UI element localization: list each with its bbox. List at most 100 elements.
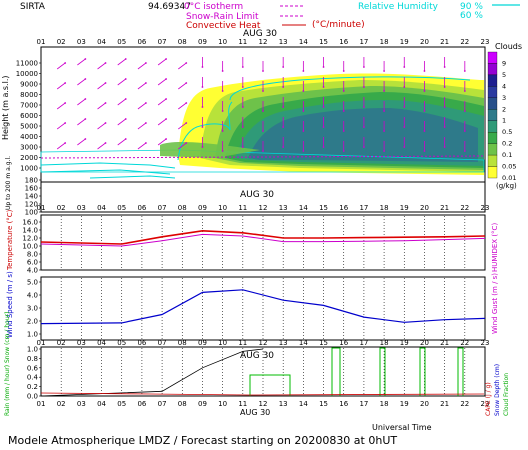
cloud-y-ticks: 11000 10000 9000 8000 7000 6000 5000 4000 3000 20… <box>16 60 41 173</box>
wind-arrow-head <box>322 86 325 88</box>
wind-arrow-head <box>443 106 446 108</box>
wind-arrow <box>117 98 126 106</box>
wind-arrow-head <box>302 130 305 132</box>
wind-arrow-head <box>165 58 167 60</box>
low-level-panel: AUG 30 <box>40 181 486 213</box>
wind-arrow-head <box>262 90 264 92</box>
wind-arrow-head <box>423 150 426 152</box>
temp-y-tick-label: 16.0 <box>22 219 38 227</box>
date-label-rain: AUG 30 <box>240 351 274 361</box>
date-label-top: AUG 30 <box>243 29 277 39</box>
mid-hour-label-05: 05 <box>117 204 126 212</box>
rh-60-label: 60 % <box>460 11 483 21</box>
wind-arrow-head <box>423 110 426 112</box>
wind-hour-label-07: 07 <box>158 339 167 347</box>
wind-arrow-head <box>403 106 406 108</box>
wind-arrow-head <box>201 66 204 68</box>
mid-hour-label-10: 10 <box>218 204 227 212</box>
wind-arrow-head <box>322 126 325 128</box>
cloud-layer-1 <box>248 108 478 162</box>
legend-snow-rain: Snow-Rain Limit <box>186 12 259 22</box>
wind-arrow-head <box>463 90 466 92</box>
cloud-ylabel-low: Up to 200 m a.g.l. <box>5 156 12 210</box>
bottom-hour-label-07: 07 <box>158 400 167 408</box>
wind-arrow-head <box>302 70 305 72</box>
wind-arrow-head <box>423 130 426 132</box>
temp-panel-frame <box>40 214 486 271</box>
wind-y-tick-label: 2.0 <box>27 318 38 326</box>
wind-arrow-head <box>282 126 285 128</box>
wind-arrow-head <box>282 86 285 88</box>
cloud-panel <box>40 46 486 183</box>
wind-arrow-head <box>165 138 167 140</box>
wind-hour-label-15: 15 <box>319 339 328 347</box>
wind-arrow-head <box>185 102 188 104</box>
wind-arrow-head <box>241 146 244 148</box>
mid-hour-label-17: 17 <box>359 204 368 212</box>
top-hour-label-08: 08 <box>178 38 187 46</box>
bottom-hour-label-01: 01 <box>37 400 46 408</box>
wind-grid <box>60 278 466 339</box>
wind-arrows <box>56 57 466 152</box>
wind-arrow-head <box>363 66 365 68</box>
wind-arrow-head <box>201 126 204 128</box>
footer-title: Modele Atmospherique LMDZ / Forecast sta… <box>8 434 397 447</box>
wind-arrow-head <box>302 110 305 112</box>
bottom-hour-label-23: 23 <box>481 400 490 408</box>
wind-arrow-head <box>104 142 107 144</box>
wind-arrow-head <box>201 106 204 108</box>
wind-arrow-head <box>282 66 285 68</box>
mid-hour-label-18: 18 <box>380 204 389 212</box>
wind-arrow-head <box>64 122 67 124</box>
temp-y-tick-label: 10.0 <box>22 243 38 251</box>
top-hour-label-01: 01 <box>37 38 46 46</box>
bottom-hour-label-21: 21 <box>440 400 449 408</box>
wind-arrow-head <box>363 86 365 88</box>
top-hour-label-10: 10 <box>218 38 227 46</box>
wind-arrow-head <box>64 142 67 144</box>
mid-hour-label-23: 23 <box>481 204 490 212</box>
wind-arrow-head <box>403 86 406 88</box>
rain-y-tick-label: 0.0 <box>27 393 38 401</box>
wind-arrow-head <box>423 90 426 92</box>
top-hour-label-05: 05 <box>117 38 126 46</box>
top-hour-label-03: 03 <box>77 38 86 46</box>
date-label-low: AUG 30 <box>240 190 274 200</box>
mid-hour-label-09: 09 <box>198 204 207 212</box>
colorbar-swatch <box>487 120 498 133</box>
cloud-y-tick-label: 4000 <box>20 133 38 141</box>
rain-y-tick-label: 0.6 <box>27 364 39 372</box>
mid-hour-label-12: 12 <box>259 204 268 212</box>
top-hour-label-13: 13 <box>279 38 288 46</box>
colorbar-label: 0.1 <box>502 151 512 159</box>
mid-hour-label-15: 15 <box>319 204 328 212</box>
wind-y-tick-label: 4.0 <box>27 292 38 300</box>
wind-arrow <box>178 122 187 130</box>
wind-arrow-head <box>185 142 188 144</box>
wind-hour-label-04: 04 <box>97 339 106 347</box>
wind-hour-label-16: 16 <box>339 339 348 347</box>
cloud-ylabel: Height (m a.s.l.) <box>1 76 10 141</box>
wind-arrow-head <box>262 110 264 112</box>
cloud-y-tick-label: 8000 <box>20 91 38 99</box>
mid-hour-label-03: 03 <box>77 204 86 212</box>
wind-arrow <box>178 102 187 110</box>
colorbar-swatch <box>487 154 498 167</box>
low-y-tick-label: 100 <box>25 209 38 217</box>
wind-arrow-head <box>383 90 385 92</box>
wind-arrow-head <box>104 122 107 124</box>
wind-arrow-head <box>124 138 127 140</box>
low-cloud-patch <box>160 142 260 158</box>
cloud-y-tick-label: 5000 <box>20 123 38 131</box>
wind-arrow-head <box>342 130 345 132</box>
wind-arrow-head <box>423 70 426 72</box>
wind-arrow-head <box>84 58 87 60</box>
cape-line <box>40 392 485 396</box>
temp-y-tick-label: 14.0 <box>22 227 38 235</box>
header: SIRTA 94.69347 0°C isotherm Snow-Rain Li… <box>20 2 520 39</box>
colorbar-label: 5 <box>502 71 506 79</box>
colorbar-swatch <box>487 166 498 179</box>
wind-arrow-head <box>64 62 67 64</box>
colorbar-label: 0.05 <box>502 163 516 171</box>
